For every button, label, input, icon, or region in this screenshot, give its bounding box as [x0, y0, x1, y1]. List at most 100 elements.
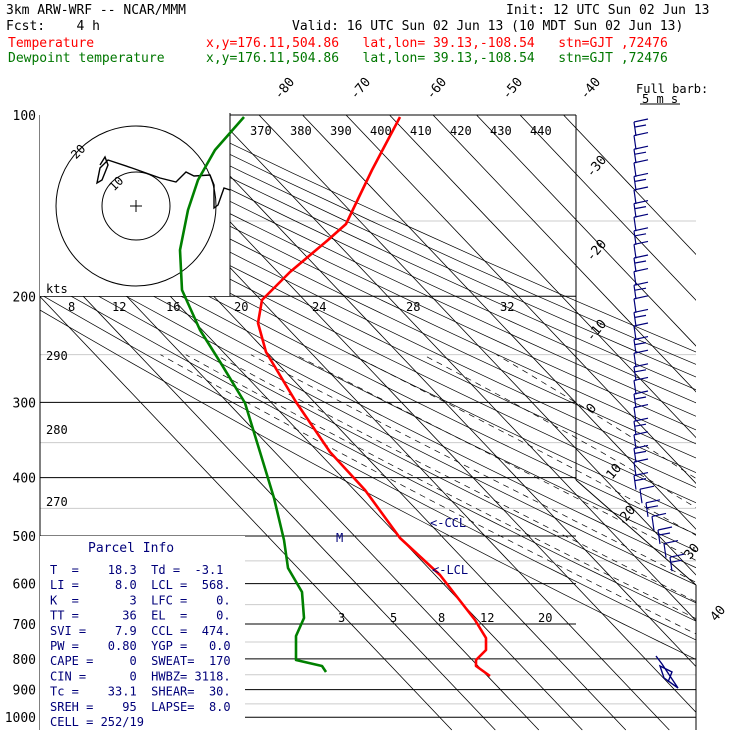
wind-barb [633, 135, 637, 150]
parcel-info-row: CIN = 0 HWBZ= 3118. [50, 669, 231, 683]
theta-label: 410 [410, 124, 432, 138]
hodograph: 20 10 kts [40, 113, 231, 296]
parcel-info-row: CELL = 252/19 [50, 715, 144, 729]
wind-barb [633, 448, 637, 463]
isotherm-label: 20 [618, 503, 640, 525]
theta-label: 380 [290, 124, 312, 138]
theta-label: 440 [530, 124, 552, 138]
isotherm-label: -30 [584, 153, 611, 181]
wind-barb [633, 393, 637, 409]
ccl-marker: <-CCL [430, 516, 466, 530]
mixing-ratio-label: 8 [438, 611, 445, 625]
wind-barb [633, 149, 637, 164]
parcel-info-row: TT = 36 EL = 0. [50, 609, 231, 623]
parcel-info-row: Tc = 33.1 SHEAR= 30. [50, 685, 231, 699]
hodograph-inner-ring [101, 171, 171, 241]
dry-adiabat-label: 270 [46, 495, 68, 509]
isotherm-label: -40 [578, 75, 605, 103]
wind-barb [633, 325, 637, 341]
wind-barb [651, 516, 655, 531]
isotherm-label: -50 [500, 75, 527, 103]
model-title: 3km ARW-WRF -- NCAR/MMM [6, 3, 186, 18]
dry-adiabat-label: 280 [46, 423, 68, 437]
parcel-info-row: PW = 0.80 YGP = 0.0 [50, 639, 231, 653]
isotherm-label: -10 [584, 317, 611, 345]
dewpoint-legend-info: x,y=176.11,504.86 lat,lon= 39.13,-108.54… [206, 51, 668, 66]
temperature-legend-info: x,y=176.11,504.86 lat,lon= 39.13,-108.54… [206, 36, 668, 51]
barb-key-speed: 5 m s [642, 92, 678, 106]
mixing-ratio-label: 20 [234, 300, 248, 314]
mixing-ratio-label: 24 [312, 300, 326, 314]
mixing-ratio-label: 12 [480, 611, 494, 625]
pressure-label-800: 800 [13, 653, 36, 668]
wind-barb [633, 244, 637, 259]
wind-barb [633, 475, 637, 490]
wind-barb [633, 353, 637, 368]
wind-barb [633, 380, 637, 395]
pressure-label-500: 500 [13, 530, 36, 545]
isotherm-label: -60 [424, 75, 451, 103]
theta-label: 370 [250, 124, 272, 138]
isotherm-label: -70 [348, 75, 375, 103]
mixing-ratio-label: 5 [390, 611, 397, 625]
isotherm-label: -20 [584, 237, 611, 265]
wind-barb [633, 203, 637, 218]
theta-label: 430 [490, 124, 512, 138]
init-time: Init: 12 UTC Sun 02 Jun 13 [506, 3, 710, 18]
mixing-ratio-label: 20 [538, 611, 552, 625]
mixing-ratio-label: 3 [338, 611, 345, 625]
temperature-profile-line [256, 116, 491, 678]
parcel-info-row: LI = 8.0 LCL = 568. [50, 578, 231, 592]
wind-barb [633, 312, 637, 327]
wind-barb [669, 557, 673, 572]
pressure-label-900: 900 [13, 684, 36, 699]
theta-label: 400 [370, 124, 392, 138]
pressure-label-400: 400 [13, 472, 36, 487]
dry-adiabat-label: 290 [46, 349, 68, 363]
mixing-ratio-label: 8 [68, 300, 75, 314]
wind-barb [633, 189, 637, 205]
dewpoint-legend-label: Dewpoint temperature [8, 51, 165, 66]
isotherm-label: 40 [708, 603, 730, 625]
pressure-label-1000: 1000 [5, 711, 36, 726]
pressure-label-600: 600 [13, 578, 36, 593]
wind-barb [663, 543, 667, 558]
wind-barb [633, 121, 637, 137]
wind-barbs [633, 118, 685, 689]
parcel-info-title: Parcel Info [88, 541, 174, 556]
wind-barb [633, 407, 637, 422]
lcl-marker: <-LCL [432, 563, 468, 577]
wind-barb [645, 502, 649, 517]
low-level-barb-cluster [655, 655, 679, 689]
parcel-info-row: T = 18.3 Td = -3.1 [50, 563, 223, 577]
wind-barb [633, 434, 637, 449]
pressure-label-200: 200 [13, 290, 36, 305]
parcel-info-row: K = 3 LFC = 0. [50, 593, 231, 607]
parcel-info-row: SVI = 7.9 CCL = 474. [50, 624, 231, 638]
wind-barb [633, 271, 637, 286]
forecast-hour: Fcst: 4 h [6, 19, 100, 34]
wind-barb [633, 162, 637, 177]
valid-time: Valid: 16 UTC Sun 02 Jun 13 (10 MDT Sun … [292, 19, 683, 34]
wind-barb [633, 217, 637, 232]
wind-barb [633, 230, 637, 245]
mixing-ratio-label: 16 [166, 300, 180, 314]
theta-label: 390 [330, 124, 352, 138]
dewpoint-profile-line [178, 116, 328, 673]
mixing-ratio-label: 32 [500, 300, 514, 314]
parcel-info-panel: Parcel Info T = 18.3 Td = -3.1LI = 8.0 L… [40, 536, 245, 730]
hodograph-trace [96, 155, 231, 210]
wind-barb [633, 461, 637, 477]
wind-barb [639, 489, 643, 504]
isotherm-label: -80 [272, 75, 299, 103]
mixing-ratio-label: 28 [406, 300, 420, 314]
barb-key-title: Full barb: [636, 82, 708, 96]
wind-barb [633, 339, 637, 354]
temperature-legend-label: Temperature [8, 36, 94, 51]
hodograph-kts-label: kts [46, 282, 68, 296]
wind-barb [633, 298, 637, 313]
wind-barb [657, 529, 661, 545]
pressure-label-700: 700 [13, 618, 36, 633]
wind-barb [633, 285, 637, 300]
